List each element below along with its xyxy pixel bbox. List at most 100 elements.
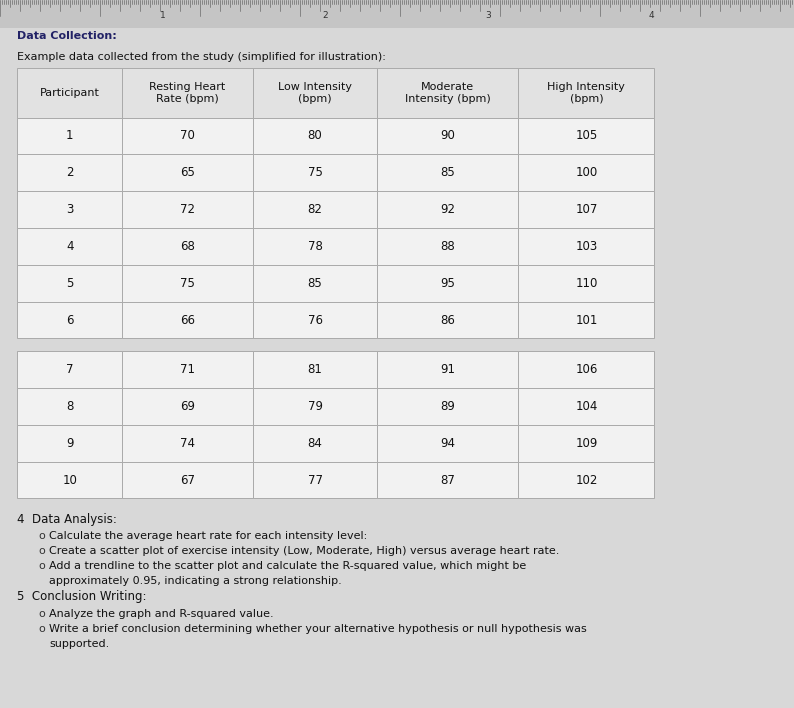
- Text: 67: 67: [180, 474, 195, 486]
- Bar: [252, 191, 377, 228]
- Bar: [377, 154, 518, 191]
- Bar: [518, 118, 654, 154]
- Bar: [252, 154, 377, 191]
- Bar: [252, 462, 377, 498]
- Text: 80: 80: [307, 130, 322, 142]
- Bar: [518, 388, 654, 425]
- Text: 2: 2: [322, 11, 329, 20]
- Text: Add a trendline to the scatter plot and calculate the R-squared value, which mig: Add a trendline to the scatter plot and …: [49, 561, 526, 571]
- Text: High Intensity
(bpm): High Intensity (bpm): [547, 82, 626, 103]
- Bar: [122, 388, 252, 425]
- Bar: [122, 351, 252, 388]
- Bar: [122, 462, 252, 498]
- Text: 2: 2: [66, 166, 74, 179]
- Text: 91: 91: [441, 363, 455, 376]
- Bar: [122, 302, 252, 338]
- Bar: [518, 351, 654, 388]
- Text: Moderate
Intensity (bpm): Moderate Intensity (bpm): [405, 82, 491, 103]
- Text: o: o: [38, 624, 45, 634]
- Text: 75: 75: [180, 277, 195, 290]
- Text: Analyze the graph and R-squared value.: Analyze the graph and R-squared value.: [49, 609, 274, 619]
- Bar: [0, 0, 794, 28]
- Text: 105: 105: [576, 130, 598, 142]
- Text: approximately 0.95, indicating a strong relationship.: approximately 0.95, indicating a strong …: [49, 576, 342, 586]
- Text: o: o: [38, 546, 45, 556]
- Bar: [518, 228, 654, 265]
- Text: 5  Conclusion Writing:: 5 Conclusion Writing:: [17, 590, 147, 603]
- Bar: [122, 191, 252, 228]
- Text: 68: 68: [180, 240, 195, 253]
- Text: Write a brief conclusion determining whether your alternative hypothesis or null: Write a brief conclusion determining whe…: [49, 624, 587, 634]
- Text: 100: 100: [576, 166, 598, 179]
- Bar: [252, 425, 377, 462]
- Bar: [122, 118, 252, 154]
- Text: 1: 1: [160, 11, 166, 20]
- Bar: [17, 425, 122, 462]
- Bar: [252, 118, 377, 154]
- Text: 75: 75: [307, 166, 322, 179]
- Bar: [377, 68, 518, 118]
- Bar: [252, 351, 377, 388]
- Bar: [518, 154, 654, 191]
- Text: 1: 1: [66, 130, 74, 142]
- Text: 82: 82: [307, 203, 322, 216]
- Bar: [518, 302, 654, 338]
- Text: 107: 107: [575, 203, 598, 216]
- Bar: [17, 228, 122, 265]
- Text: 3: 3: [66, 203, 74, 216]
- Text: 6: 6: [66, 314, 74, 326]
- Text: 69: 69: [180, 400, 195, 413]
- Bar: [518, 191, 654, 228]
- Text: Low Intensity
(bpm): Low Intensity (bpm): [278, 82, 352, 103]
- Text: 104: 104: [575, 400, 598, 413]
- Bar: [377, 191, 518, 228]
- Bar: [518, 68, 654, 118]
- Bar: [122, 425, 252, 462]
- Text: Create a scatter plot of exercise intensity (Low, Moderate, High) versus average: Create a scatter plot of exercise intens…: [49, 546, 560, 556]
- Text: 95: 95: [441, 277, 455, 290]
- Bar: [17, 462, 122, 498]
- Text: 10: 10: [63, 474, 77, 486]
- Text: 103: 103: [576, 240, 598, 253]
- Text: o: o: [38, 561, 45, 571]
- Text: 9: 9: [66, 437, 74, 450]
- Bar: [518, 265, 654, 302]
- Text: 4: 4: [648, 11, 654, 20]
- Bar: [122, 265, 252, 302]
- Text: 72: 72: [180, 203, 195, 216]
- Text: 77: 77: [307, 474, 322, 486]
- Bar: [17, 191, 122, 228]
- Text: 81: 81: [307, 363, 322, 376]
- Text: 86: 86: [441, 314, 455, 326]
- Text: 4: 4: [66, 240, 74, 253]
- Text: 92: 92: [441, 203, 455, 216]
- Bar: [252, 265, 377, 302]
- Text: o: o: [38, 531, 45, 541]
- Bar: [377, 118, 518, 154]
- Text: Participant: Participant: [40, 88, 100, 98]
- Text: 85: 85: [307, 277, 322, 290]
- Bar: [17, 265, 122, 302]
- Text: 87: 87: [441, 474, 455, 486]
- Text: 79: 79: [307, 400, 322, 413]
- Text: 90: 90: [441, 130, 455, 142]
- Bar: [377, 302, 518, 338]
- Text: 78: 78: [307, 240, 322, 253]
- Text: 102: 102: [575, 474, 598, 486]
- Text: o: o: [38, 609, 45, 619]
- Text: 65: 65: [180, 166, 195, 179]
- Text: 88: 88: [441, 240, 455, 253]
- Text: 94: 94: [441, 437, 455, 450]
- Bar: [518, 425, 654, 462]
- Text: 101: 101: [575, 314, 598, 326]
- Text: 71: 71: [180, 363, 195, 376]
- Bar: [122, 228, 252, 265]
- Bar: [518, 462, 654, 498]
- Text: supported.: supported.: [49, 639, 110, 649]
- Text: 85: 85: [441, 166, 455, 179]
- Bar: [122, 68, 252, 118]
- Bar: [17, 154, 122, 191]
- Text: 84: 84: [307, 437, 322, 450]
- Text: 106: 106: [575, 363, 598, 376]
- Bar: [122, 154, 252, 191]
